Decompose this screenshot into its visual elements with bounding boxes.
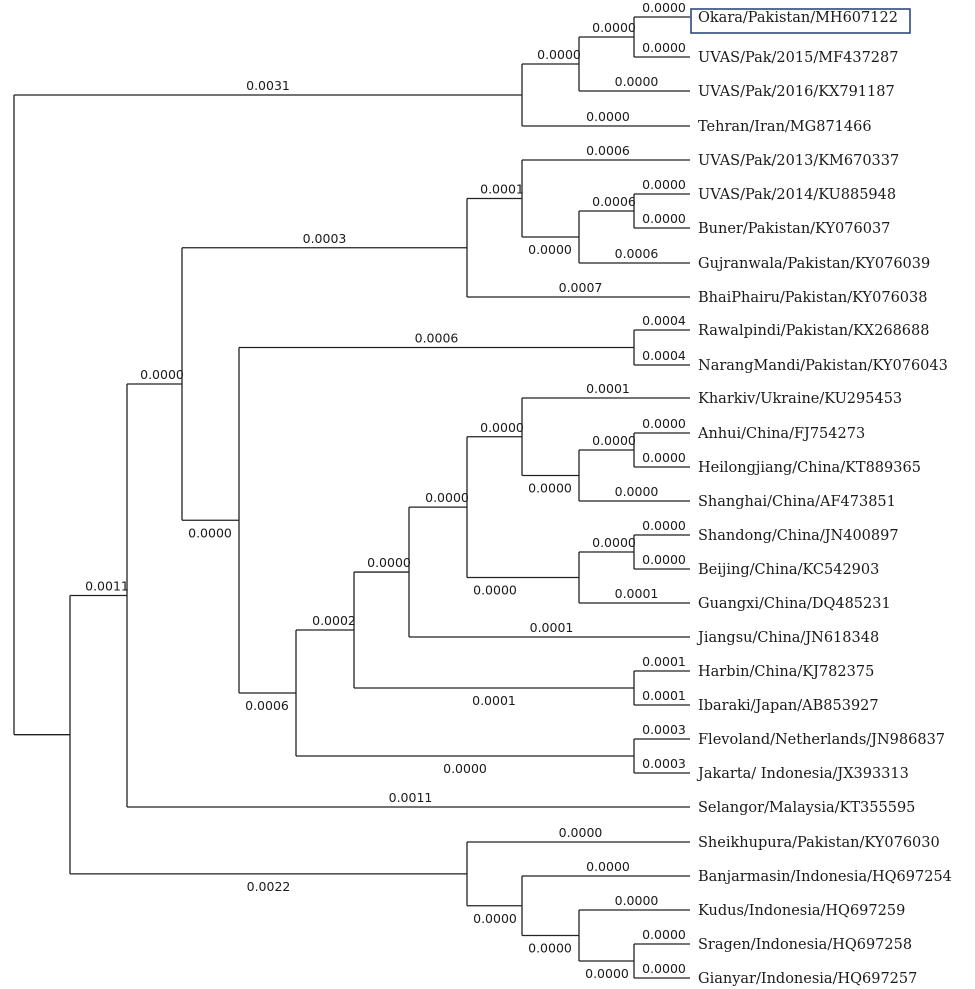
branch-length-label: 0.0000 — [537, 47, 581, 62]
taxon-label: Tehran/Iran/MG871466 — [698, 119, 872, 135]
branch-length-label: 0.0001 — [615, 586, 659, 601]
taxon-label: UVAS/Pak/2016/KX791187 — [698, 84, 895, 100]
branch-length-labels: 0.0000 0.0000 0.0000 0.0000 0.0000 0.0000 0.00… — [85, 0, 686, 981]
branch-length-label: 0.0006 — [615, 246, 659, 261]
taxon-label: Sheikhupura/Pakistan/KY076030 — [698, 835, 940, 851]
branch-length-label: 0.0000 — [642, 40, 686, 55]
branch-length-label: 0.0000 — [585, 966, 629, 981]
taxon-label: NarangMandi/Pakistan/KY076043 — [698, 358, 948, 374]
branch-length-label: 0.0003 — [642, 756, 686, 771]
taxon-label: Beijing/China/KC542903 — [698, 562, 879, 578]
taxon-label: Selangor/Malaysia/KT355595 — [698, 800, 915, 816]
branch-length-label: 0.0000 — [425, 490, 469, 505]
taxon-label: Anhui/China/FJ754273 — [697, 426, 865, 442]
branch-length-label: 0.0000 — [443, 761, 487, 776]
branch-length-label: 0.0000 — [642, 0, 686, 15]
branch-length-label: 0.0006 — [245, 698, 289, 713]
branch-length-label: 0.0000 — [528, 242, 572, 257]
branch-length-label: 0.0011 — [389, 790, 433, 805]
branch-length-label: 0.0000 — [642, 552, 686, 567]
branch-length-label: 0.0000 — [586, 859, 630, 874]
branch-length-label: 0.0000 — [642, 177, 686, 192]
taxon-label: Flevoland/Netherlands/JN986837 — [698, 732, 945, 748]
taxon-label: Okara/Pakistan/MH607122 — [698, 10, 898, 26]
branch-length-label: 0.0004 — [642, 313, 686, 328]
highlight-box — [690, 8, 911, 34]
branch-length-label: 0.0000 — [642, 927, 686, 942]
taxon-label: Heilongjiang/China/KT889365 — [698, 460, 921, 476]
branch-length-label: 0.0000 — [592, 433, 636, 448]
branch-length-label: 0.0000 — [642, 450, 686, 465]
taxon-label: Kudus/Indonesia/HQ697259 — [698, 903, 905, 919]
branch-length-label: 0.0000 — [615, 74, 659, 89]
branch-length-label: 0.0003 — [303, 231, 347, 246]
branch-length-label: 0.0001 — [642, 688, 686, 703]
branch-length-label: 0.0022 — [247, 879, 291, 894]
taxon-label: UVAS/Pak/2013/KM670337 — [698, 153, 899, 169]
taxon-label: Sragen/Indonesia/HQ697258 — [698, 937, 912, 953]
branch-length-label: 0.0000 — [140, 367, 184, 382]
branch-length-label: 0.0003 — [642, 722, 686, 737]
branch-length-label: 0.0000 — [528, 941, 572, 956]
branch-length-label: 0.0000 — [592, 535, 636, 550]
branch-length-label: 0.0000 — [480, 420, 524, 435]
taxon-label: Guangxi/China/DQ485231 — [698, 596, 891, 612]
branch-length-label: 0.0001 — [642, 654, 686, 669]
taxon-label: Rawalpindi/Pakistan/KX268688 — [698, 323, 929, 339]
branch-length-label: 0.0000 — [473, 583, 517, 598]
taxon-label: UVAS/Pak/2015/MF437287 — [698, 50, 898, 66]
branch-length-label: 0.0006 — [415, 331, 459, 346]
branch-length-label: 0.0000 — [615, 484, 659, 499]
taxon-label: Shanghai/China/AF473851 — [698, 494, 896, 510]
branch-length-label: 0.0001 — [586, 381, 630, 396]
taxon-label: Buner/Pakistan/KY076037 — [698, 221, 890, 237]
branch-length-label: 0.0011 — [85, 579, 129, 594]
branch-length-label: 0.0000 — [367, 555, 411, 570]
branch-length-label: 0.0001 — [480, 182, 524, 197]
branch-length-label: 0.0006 — [592, 194, 636, 209]
tree-branches — [13, 16, 690, 979]
taxon-label: BhaiPhairu/Pakistan/KY076038 — [698, 290, 928, 306]
taxon-label: Gujranwala/Pakistan/KY076039 — [698, 256, 930, 272]
branch-length-label: 0.0031 — [246, 78, 290, 93]
taxon-label: Kharkiv/Ukraine/KU295453 — [698, 391, 902, 407]
taxon-label: Harbin/China/KJ782375 — [698, 664, 874, 680]
branch-length-label: 0.0000 — [642, 416, 686, 431]
branch-length-label: 0.0001 — [530, 620, 574, 635]
taxon-label: Shandong/China/JN400897 — [698, 528, 899, 544]
branch-length-label: 0.0000 — [586, 109, 630, 124]
branch-length-label: 0.0000 — [615, 893, 659, 908]
branch-length-label: 0.0000 — [473, 911, 517, 926]
branch-length-label: 0.0000 — [528, 481, 572, 496]
taxon-labels: Okara/Pakistan/MH607122 UVAS/Pak/2015/MF4… — [696, 10, 952, 987]
taxon-label: Jiangsu/China/JN618348 — [696, 630, 879, 646]
branch-length-label: 0.0006 — [586, 143, 630, 158]
branch-length-label: 0.0000 — [559, 825, 603, 840]
branch-length-label: 0.0000 — [642, 518, 686, 533]
branch-length-label: 0.0001 — [472, 693, 516, 708]
taxon-label: Gianyar/Indonesia/HQ697257 — [698, 971, 917, 987]
branch-length-label: 0.0002 — [312, 613, 356, 628]
branch-length-label: 0.0000 — [592, 20, 636, 35]
taxon-label: Jakarta/ Indonesia/JX393313 — [696, 766, 909, 782]
branch-length-label: 0.0000 — [642, 961, 686, 976]
taxon-label: Ibaraki/Japan/AB853927 — [698, 698, 879, 714]
branch-length-label: 0.0000 — [188, 525, 232, 540]
taxon-label: UVAS/Pak/2014/KU885948 — [698, 187, 896, 203]
taxon-label: Banjarmasin/Indonesia/HQ697254 — [698, 869, 952, 885]
branch-length-label: 0.0004 — [642, 348, 686, 363]
branch-length-label: 0.0000 — [642, 211, 686, 226]
branch-length-label: 0.0007 — [559, 280, 603, 295]
